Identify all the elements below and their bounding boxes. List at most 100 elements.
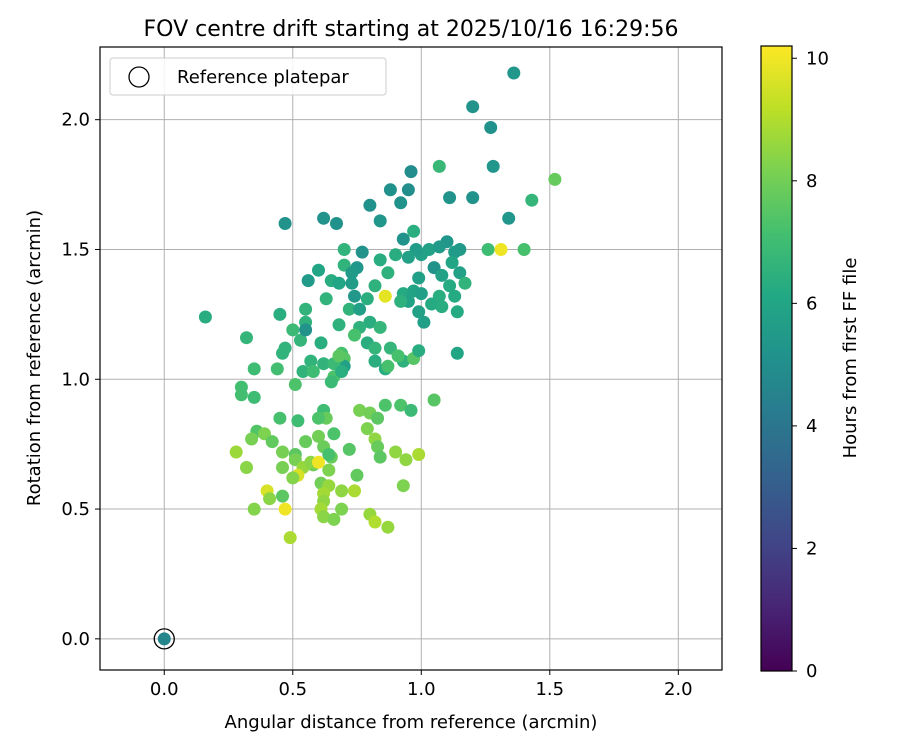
data-point bbox=[396, 232, 410, 246]
y-axis-ticks: 0.0 0.5 1.0 1.5 2.0 bbox=[61, 110, 100, 650]
data-point bbox=[348, 484, 361, 498]
data-point bbox=[371, 411, 385, 425]
data-point bbox=[445, 256, 459, 269]
data-point bbox=[363, 198, 377, 212]
colorbar-tick-label: 4 bbox=[806, 416, 817, 437]
data-point bbox=[353, 302, 367, 316]
data-point bbox=[353, 403, 367, 417]
y-axis-label: Rotation from reference (arcmin) bbox=[24, 210, 45, 506]
data-point bbox=[502, 211, 516, 225]
colorbar-tick-label: 0 bbox=[806, 661, 817, 682]
data-point bbox=[425, 297, 439, 311]
data-point bbox=[435, 300, 449, 314]
data-point bbox=[450, 346, 464, 360]
data-point bbox=[401, 183, 415, 197]
data-point bbox=[368, 515, 382, 529]
data-point bbox=[401, 250, 415, 264]
data-point bbox=[263, 492, 277, 506]
x-tick-label: 0.5 bbox=[278, 679, 307, 700]
data-point bbox=[432, 159, 446, 173]
y-tick-label: 0.5 bbox=[61, 499, 90, 520]
data-point bbox=[412, 448, 426, 461]
data-point bbox=[355, 245, 369, 259]
data-point bbox=[273, 307, 287, 321]
data-point bbox=[466, 191, 480, 205]
data-point bbox=[273, 411, 287, 425]
data-point bbox=[466, 100, 480, 114]
data-point bbox=[283, 531, 297, 545]
data-point bbox=[278, 502, 292, 516]
reference-point-ring bbox=[153, 628, 175, 650]
data-point bbox=[332, 349, 346, 363]
data-point bbox=[486, 159, 500, 173]
data-points bbox=[153, 66, 562, 650]
data-point bbox=[322, 448, 336, 461]
data-point bbox=[404, 403, 418, 417]
data-point bbox=[312, 429, 325, 443]
data-point bbox=[494, 243, 508, 256]
data-point bbox=[381, 359, 395, 373]
data-point bbox=[363, 315, 377, 329]
data-point bbox=[412, 344, 426, 358]
data-point bbox=[332, 276, 346, 290]
data-point bbox=[265, 435, 279, 449]
data-point bbox=[245, 432, 259, 446]
data-point bbox=[306, 365, 320, 378]
y-tick-label: 1.5 bbox=[61, 239, 90, 260]
data-point bbox=[440, 235, 454, 249]
data-point bbox=[443, 279, 457, 293]
data-point bbox=[286, 323, 300, 337]
data-point bbox=[296, 365, 310, 378]
data-point bbox=[381, 520, 395, 534]
data-point bbox=[312, 263, 325, 277]
data-point bbox=[278, 341, 292, 355]
data-point bbox=[247, 362, 261, 376]
data-point bbox=[299, 323, 313, 337]
data-point bbox=[453, 243, 467, 256]
data-point bbox=[327, 427, 341, 441]
data-point bbox=[378, 398, 392, 412]
data-point bbox=[294, 333, 307, 347]
data-point bbox=[327, 512, 341, 526]
data-point bbox=[383, 183, 397, 197]
data-point bbox=[378, 289, 392, 303]
legend-box bbox=[109, 57, 387, 96]
data-point bbox=[276, 445, 289, 459]
legend: Reference platepar bbox=[109, 57, 387, 96]
data-point bbox=[381, 266, 395, 280]
colorbar-tick-label: 10 bbox=[806, 48, 829, 69]
data-point bbox=[317, 211, 331, 225]
data-point bbox=[417, 315, 431, 329]
data-point bbox=[371, 440, 385, 454]
data-point bbox=[412, 305, 426, 319]
x-tick-label: 1.0 bbox=[407, 679, 436, 700]
data-point bbox=[229, 445, 243, 459]
data-point bbox=[373, 214, 387, 228]
x-axis-ticks: 0.0 0.5 1.0 1.5 2.0 bbox=[150, 670, 693, 700]
reference-point bbox=[157, 632, 171, 646]
data-point bbox=[453, 266, 467, 280]
data-point bbox=[270, 362, 284, 376]
data-point bbox=[299, 435, 313, 449]
y-tick-label: 1.0 bbox=[61, 369, 90, 390]
data-point bbox=[396, 479, 410, 493]
data-point bbox=[345, 266, 359, 280]
chart-title: FOV centre drift starting at 2025/10/16 … bbox=[144, 17, 679, 42]
data-point bbox=[427, 393, 441, 407]
data-point bbox=[301, 274, 315, 288]
colorbar-gradient bbox=[760, 45, 793, 672]
data-point bbox=[319, 292, 333, 306]
data-point bbox=[304, 354, 318, 368]
data-point bbox=[389, 248, 403, 262]
data-point bbox=[407, 224, 421, 238]
data-point bbox=[324, 375, 338, 389]
data-point bbox=[312, 411, 325, 425]
colorbar: 0 2 4 6 8 10 Hours from first FF file bbox=[760, 45, 861, 682]
data-point bbox=[507, 66, 521, 80]
data-point bbox=[548, 172, 562, 186]
data-point bbox=[234, 388, 248, 402]
data-point bbox=[345, 276, 359, 290]
data-point bbox=[240, 461, 253, 474]
data-point bbox=[335, 484, 349, 498]
